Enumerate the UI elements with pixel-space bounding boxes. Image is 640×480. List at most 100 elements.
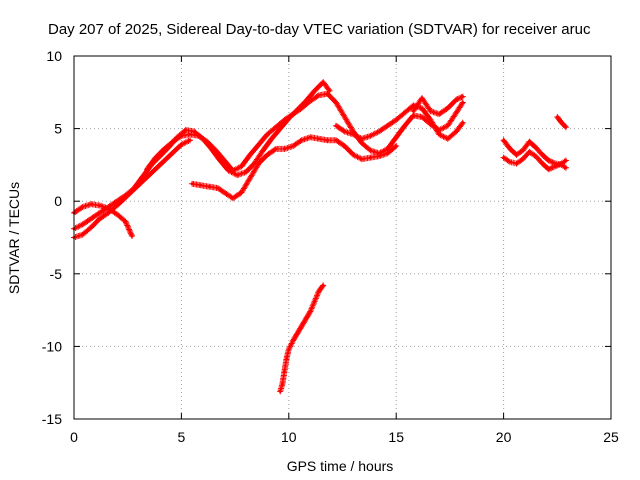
data-point <box>429 118 433 122</box>
data-point <box>521 148 525 152</box>
data-point <box>179 134 183 138</box>
data-point <box>265 153 269 157</box>
data-point <box>81 205 85 209</box>
data-point <box>169 153 173 157</box>
series-track-e <box>189 134 400 202</box>
data-point <box>145 167 149 171</box>
data-point <box>454 98 458 102</box>
data-point <box>564 125 568 129</box>
data-point <box>283 369 287 373</box>
y-tick-label: -10 <box>42 338 62 354</box>
x-tick-label: 10 <box>281 429 297 445</box>
x-axis-label: GPS time / hours <box>287 458 394 474</box>
data-point <box>240 164 244 168</box>
data-point <box>274 125 278 129</box>
series-track-b <box>71 201 135 240</box>
data-point <box>368 156 372 160</box>
data-point <box>403 111 407 115</box>
data-point <box>190 182 194 186</box>
data-point <box>351 153 355 157</box>
data-point <box>386 124 390 128</box>
data-point <box>411 114 415 118</box>
data-point <box>560 121 564 125</box>
data-point <box>514 161 518 165</box>
data-point <box>437 112 441 116</box>
data-point <box>553 164 557 168</box>
data-point <box>98 217 102 221</box>
data-point <box>360 141 364 145</box>
data-point <box>403 124 407 128</box>
data-point <box>89 202 93 206</box>
data-point-markers <box>189 134 400 202</box>
data-point <box>343 144 347 148</box>
data-point <box>411 109 415 113</box>
data-point <box>244 170 248 174</box>
data-point <box>313 89 317 93</box>
data-point <box>317 289 321 293</box>
data-point <box>377 130 381 134</box>
data-point <box>502 138 506 142</box>
series-track-i <box>500 137 569 171</box>
data-point <box>257 161 261 165</box>
data-point <box>317 93 321 97</box>
data-point <box>81 222 85 226</box>
data-point <box>240 190 244 194</box>
series-track-k <box>554 113 569 131</box>
data-point <box>446 137 450 141</box>
data-point <box>89 225 93 229</box>
data-point-markers <box>277 282 327 395</box>
y-tick-label: -5 <box>50 266 63 282</box>
x-tick-label: 20 <box>496 429 512 445</box>
data-point <box>278 127 282 131</box>
data-point <box>130 234 134 238</box>
data-point <box>360 157 364 161</box>
data-point <box>291 339 295 343</box>
series-track-c <box>71 137 193 241</box>
data-point <box>252 161 256 165</box>
data-point <box>304 317 308 321</box>
x-tick-labels: 0 5 10 15 20 25 <box>70 429 619 445</box>
data-point <box>429 109 433 113</box>
data-point <box>192 130 196 134</box>
data-point <box>154 156 158 160</box>
y-tick-labels: -15 -10 -5 0 5 10 <box>42 48 62 427</box>
data-point <box>308 99 312 103</box>
data-point-markers <box>71 137 193 241</box>
data-point <box>216 186 220 190</box>
y-tick-label: -15 <box>42 411 62 427</box>
y-axis-label: SDTVAR / TECUs <box>6 182 22 294</box>
data-point <box>386 151 390 155</box>
data-point <box>540 161 544 165</box>
data-point <box>343 115 347 119</box>
plot-frame <box>73 55 612 420</box>
data-point <box>124 220 128 224</box>
x-tick-label: 0 <box>70 429 78 445</box>
data-point <box>420 115 424 119</box>
data-point <box>280 382 284 386</box>
data-point <box>136 183 140 187</box>
series-track-g <box>410 93 466 118</box>
data-point <box>115 204 119 208</box>
data-point <box>214 148 218 152</box>
data-point <box>360 137 364 141</box>
data-point <box>534 154 538 158</box>
data-point <box>540 153 544 157</box>
data-point <box>274 147 278 151</box>
data-points <box>71 79 569 395</box>
data-point <box>555 115 559 119</box>
data-point <box>89 217 93 221</box>
data-point <box>199 183 203 187</box>
data-point <box>521 157 525 161</box>
data-point <box>291 144 295 148</box>
data-point <box>547 159 551 163</box>
data-point <box>188 132 192 136</box>
data-point <box>564 166 568 170</box>
data-point <box>461 100 465 104</box>
data-point <box>343 130 347 134</box>
data-point <box>158 163 162 167</box>
data-point <box>98 211 102 215</box>
data-point <box>334 138 338 142</box>
data-point <box>248 153 252 157</box>
data-point <box>351 132 355 136</box>
